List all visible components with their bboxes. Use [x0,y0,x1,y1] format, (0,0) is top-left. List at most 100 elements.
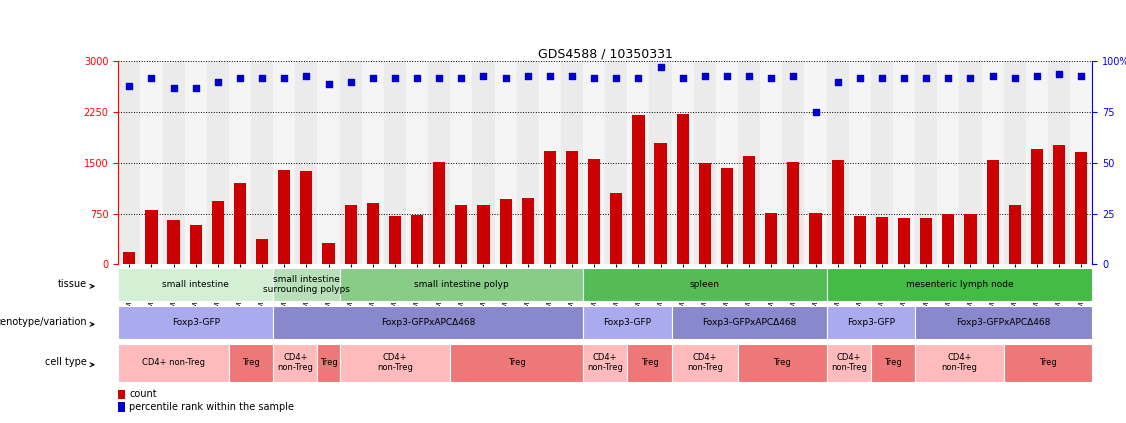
Bar [699,163,711,264]
Bar [434,162,445,264]
Bar [278,170,291,264]
Bar [1048,61,1070,264]
Point [1028,72,1046,79]
Point [320,80,338,87]
Bar [870,344,915,382]
Bar [826,344,870,382]
Bar [500,199,511,264]
Point [540,72,558,79]
Bar [118,390,125,399]
Bar [738,344,826,382]
Point [364,74,382,81]
Text: spleen: spleen [690,280,720,289]
Point [208,78,226,85]
Bar [118,344,229,382]
Bar [937,61,959,264]
Bar [915,306,1092,339]
Bar [118,61,141,264]
Point [740,72,758,79]
Bar [411,215,423,264]
Bar [318,61,340,264]
Bar [588,159,600,264]
Text: Treg: Treg [320,358,338,367]
Bar [804,61,826,264]
Point [386,74,404,81]
Bar [743,156,756,264]
Bar [477,206,490,264]
Point [806,109,824,115]
Text: Treg: Treg [242,358,260,367]
Bar [118,306,274,339]
Bar [539,61,561,264]
Bar [322,243,334,264]
Point [453,74,471,81]
Point [673,74,691,81]
Point [341,78,359,85]
Bar [521,198,534,264]
Point [1006,74,1024,81]
Point [785,72,803,79]
Point [408,74,426,81]
Bar [606,61,627,264]
Bar [274,268,340,301]
Bar [627,344,671,382]
Bar [566,151,578,264]
Bar [610,192,623,264]
Bar [340,61,361,264]
Text: CD4+
non-Treg: CD4+ non-Treg [687,353,723,372]
Bar [915,344,1003,382]
Text: mesenteric lymph node: mesenteric lymph node [905,280,1013,289]
Point [120,82,138,89]
Point [939,74,957,81]
Text: Treg: Treg [508,358,526,367]
Bar [229,344,274,382]
Bar [870,61,893,264]
Text: small intestine
surrounding polyps: small intestine surrounding polyps [263,275,350,294]
Point [231,74,249,81]
Text: Treg: Treg [884,358,902,367]
Bar [544,151,556,264]
Bar [583,61,606,264]
Point [629,74,647,81]
Bar [145,210,158,264]
Point [607,74,625,81]
Bar [450,344,583,382]
Bar [627,61,650,264]
Bar [1026,61,1048,264]
Point [1072,72,1090,79]
Bar [207,61,229,264]
Bar [406,61,428,264]
Bar [583,268,826,301]
Bar [760,61,783,264]
Bar [185,61,207,264]
Bar [1009,206,1021,264]
Text: Treg: Treg [641,358,659,367]
Point [253,74,271,81]
Text: CD4+
non-Treg: CD4+ non-Treg [277,353,313,372]
Text: Foxp3-GFPxAPCΔ468: Foxp3-GFPxAPCΔ468 [381,318,475,327]
Point [984,72,1002,79]
Bar [388,216,401,264]
Bar [783,61,804,264]
Bar [345,206,357,264]
Bar [897,218,910,264]
Bar [274,306,583,339]
Bar [1003,61,1026,264]
Point [762,74,780,81]
Point [563,72,581,79]
Text: CD4+
non-Treg: CD4+ non-Treg [831,353,867,372]
Bar [716,61,738,264]
Bar [959,61,982,264]
Text: Foxp3-GFPxAPCΔ468: Foxp3-GFPxAPCΔ468 [956,318,1051,327]
Bar [340,344,450,382]
Text: CD4+
non-Treg: CD4+ non-Treg [588,353,623,372]
Point [1051,70,1069,77]
Text: percentile rank within the sample: percentile rank within the sample [129,402,294,412]
Bar [671,306,826,339]
Bar [340,268,583,301]
Point [519,72,537,79]
Bar [583,344,627,382]
Bar [920,218,932,264]
Bar [876,217,888,264]
Point [430,74,448,81]
